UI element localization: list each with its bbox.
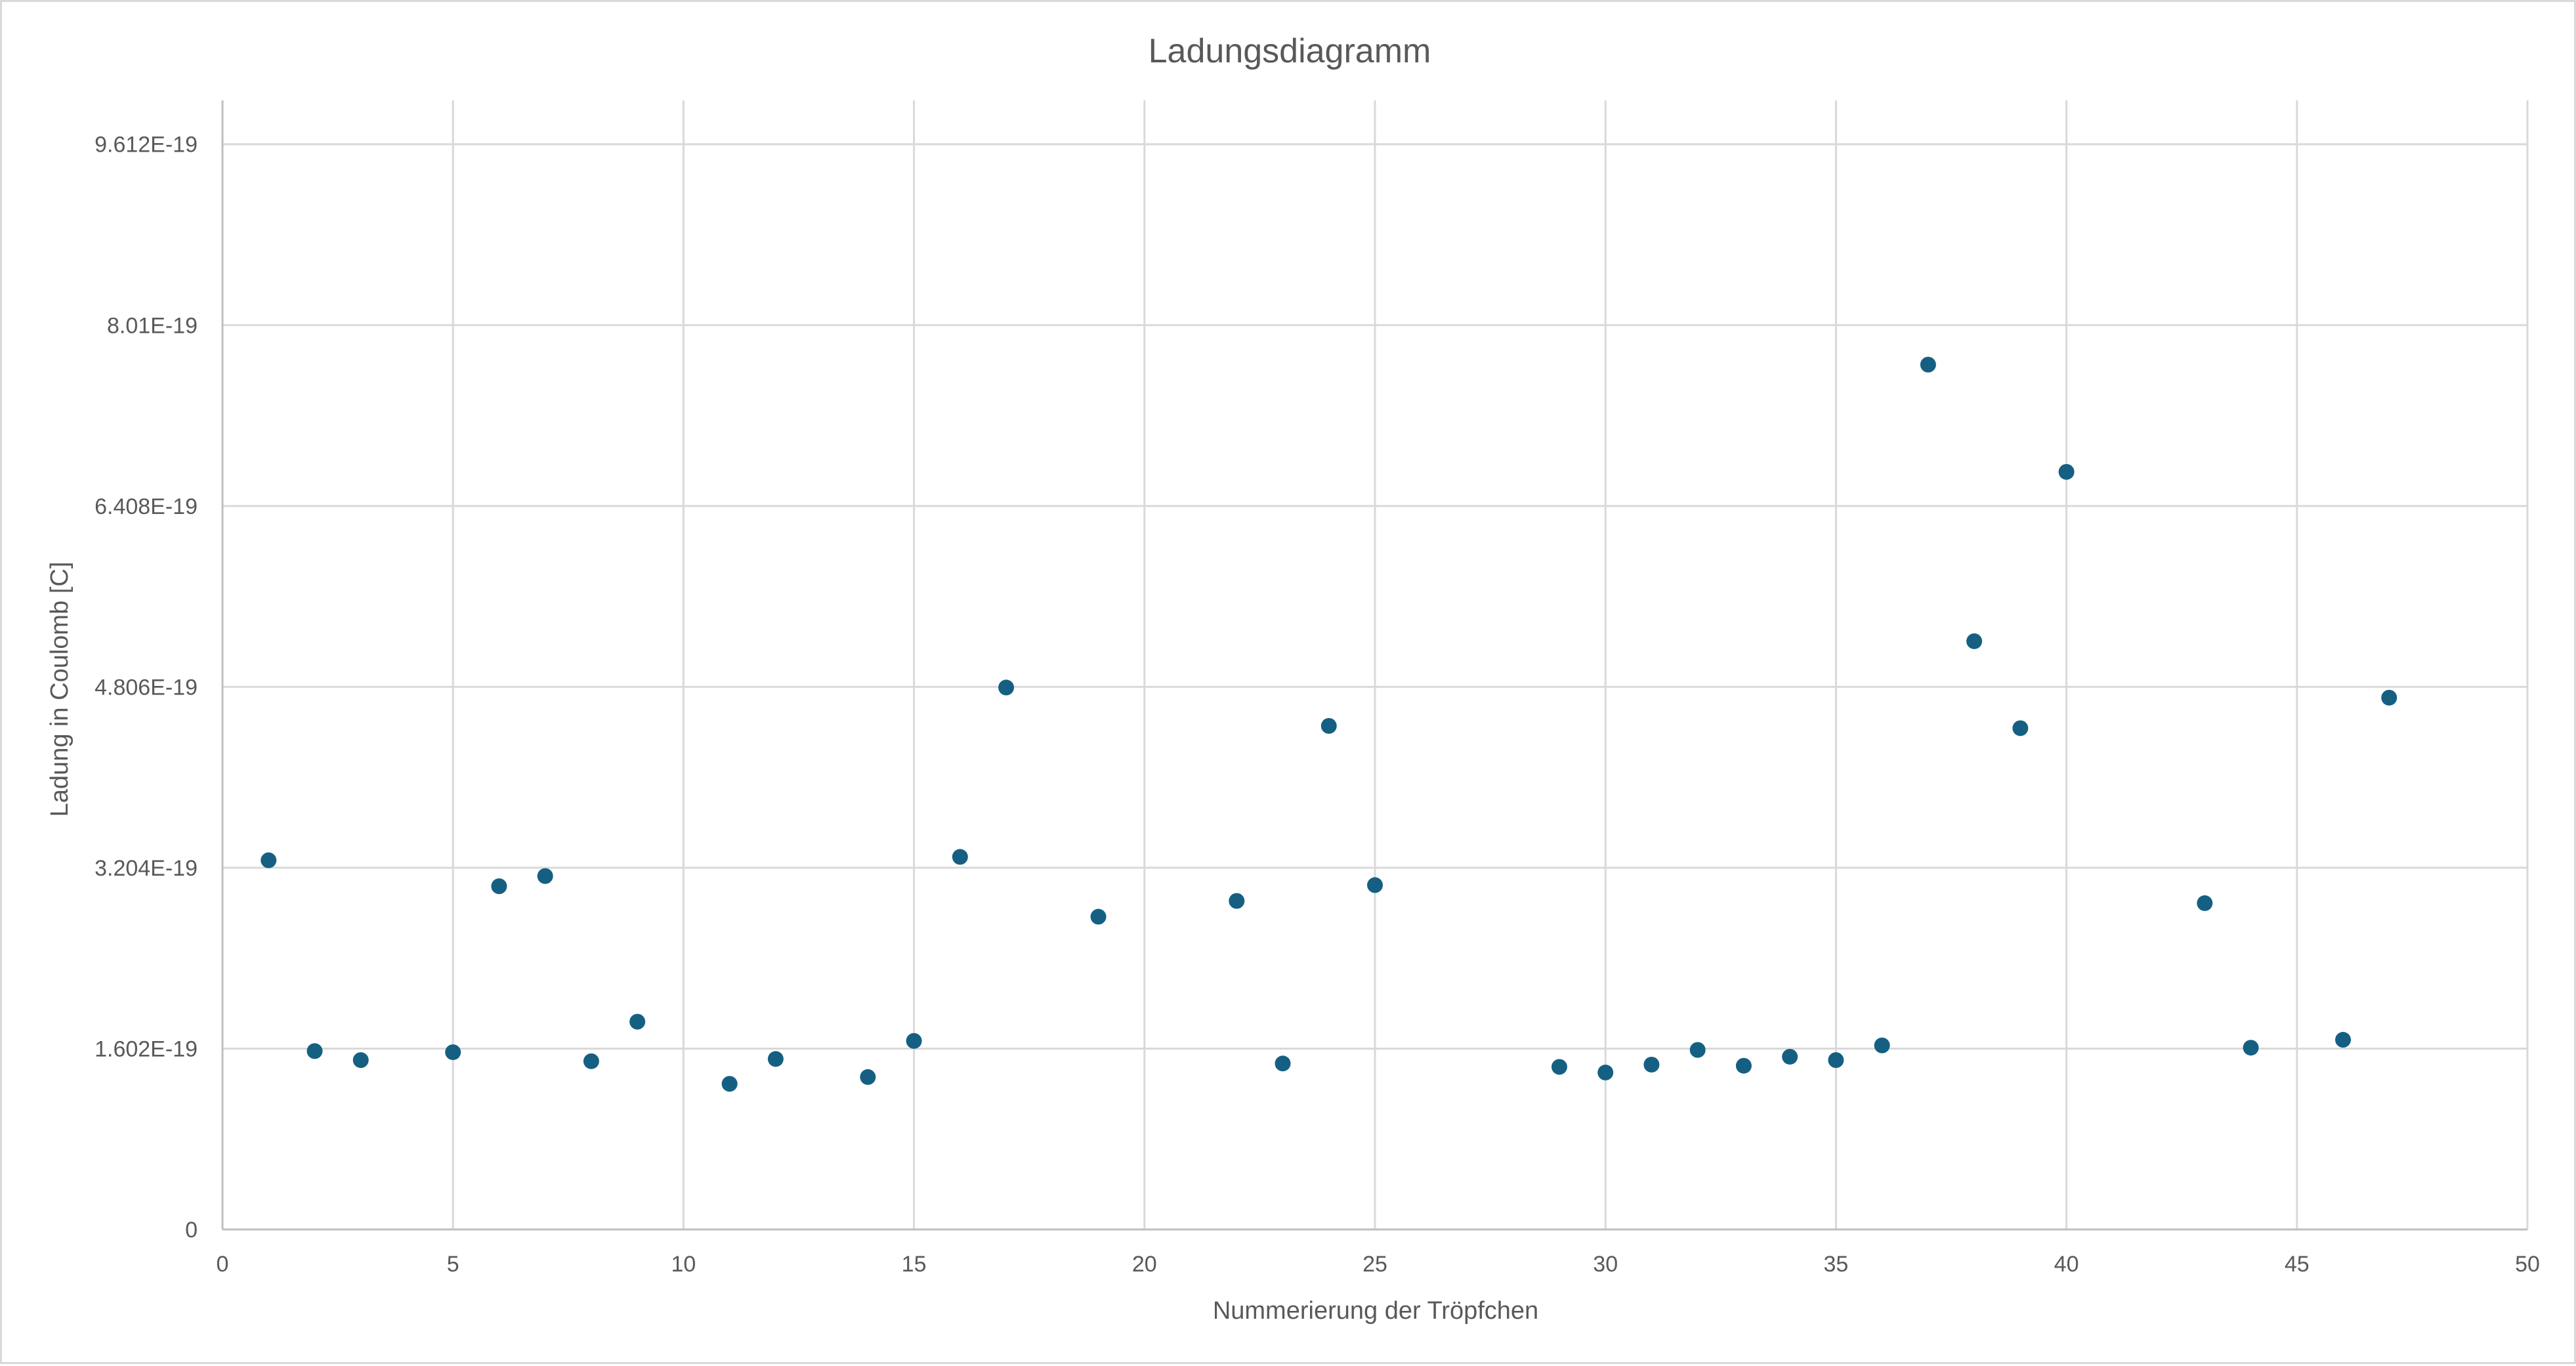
data-points bbox=[261, 356, 2397, 1092]
data-point bbox=[1782, 1048, 1798, 1065]
y-tick-label: 9.612E-19 bbox=[95, 133, 198, 158]
data-point bbox=[2058, 463, 2075, 480]
tick-labels: 0 5 10 15 20 25 30 35 40 45 50 0 1.602E-19 3.204E-19 4… bbox=[95, 133, 2540, 1277]
data-point bbox=[1735, 1057, 1752, 1074]
data-point bbox=[1320, 717, 1337, 734]
data-point bbox=[629, 1014, 646, 1030]
data-point bbox=[1643, 1056, 1660, 1073]
y-tick-label: 4.806E-19 bbox=[95, 675, 198, 700]
data-point bbox=[767, 1051, 784, 1067]
data-point bbox=[445, 1044, 461, 1060]
data-point bbox=[537, 868, 553, 884]
x-tick-label: 35 bbox=[1823, 1252, 1848, 1277]
x-axis-title: Nummerierung der Tröpfchen bbox=[1213, 1297, 1538, 1325]
y-tick-label: 0 bbox=[185, 1218, 198, 1243]
x-tick-label: 30 bbox=[1593, 1252, 1618, 1277]
data-point bbox=[1597, 1064, 1614, 1080]
x-tick-label: 10 bbox=[671, 1252, 696, 1277]
axes bbox=[221, 100, 2527, 1231]
data-point bbox=[2197, 895, 2213, 911]
x-tick-label: 15 bbox=[902, 1252, 927, 1277]
data-point bbox=[860, 1069, 876, 1085]
data-point bbox=[1966, 633, 1983, 649]
data-point bbox=[2381, 689, 2397, 706]
data-point bbox=[1367, 877, 1383, 893]
data-point bbox=[721, 1076, 738, 1092]
x-tick-label: 50 bbox=[2515, 1252, 2540, 1277]
y-tick-label: 6.408E-19 bbox=[95, 494, 198, 519]
data-point bbox=[952, 849, 968, 865]
data-point bbox=[1275, 1056, 1291, 1072]
data-point bbox=[491, 878, 507, 895]
x-tick-label: 20 bbox=[1132, 1252, 1157, 1277]
x-tick-label: 5 bbox=[447, 1252, 459, 1277]
data-point bbox=[1689, 1042, 1706, 1058]
y-axis-title: Ladung in Coulomb [C] bbox=[46, 562, 74, 817]
x-tick-label: 0 bbox=[217, 1252, 229, 1277]
y-tick-label: 3.204E-19 bbox=[95, 856, 198, 881]
data-point bbox=[998, 679, 1015, 696]
y-tick-label: 8.01E-19 bbox=[107, 313, 198, 338]
data-point bbox=[1920, 356, 1936, 373]
x-tick-label: 25 bbox=[1362, 1252, 1387, 1277]
x-tick-label: 45 bbox=[2285, 1252, 2310, 1277]
data-point bbox=[261, 852, 277, 868]
data-point bbox=[2243, 1040, 2259, 1056]
data-point bbox=[2335, 1032, 2352, 1048]
data-point bbox=[1229, 893, 1245, 909]
data-point bbox=[1551, 1059, 1567, 1075]
data-point bbox=[906, 1033, 922, 1049]
data-point bbox=[352, 1052, 369, 1068]
gridlines bbox=[222, 100, 2529, 1229]
chart-title: Ladungsdiagramm bbox=[1149, 32, 1431, 70]
data-point bbox=[306, 1043, 323, 1059]
data-point bbox=[583, 1053, 599, 1069]
data-point bbox=[1874, 1037, 1890, 1054]
data-point bbox=[1090, 908, 1107, 925]
y-tick-label: 1.602E-19 bbox=[95, 1036, 198, 1061]
data-point bbox=[2012, 720, 2029, 736]
data-point bbox=[1828, 1052, 1844, 1068]
x-tick-label: 40 bbox=[2054, 1252, 2079, 1277]
